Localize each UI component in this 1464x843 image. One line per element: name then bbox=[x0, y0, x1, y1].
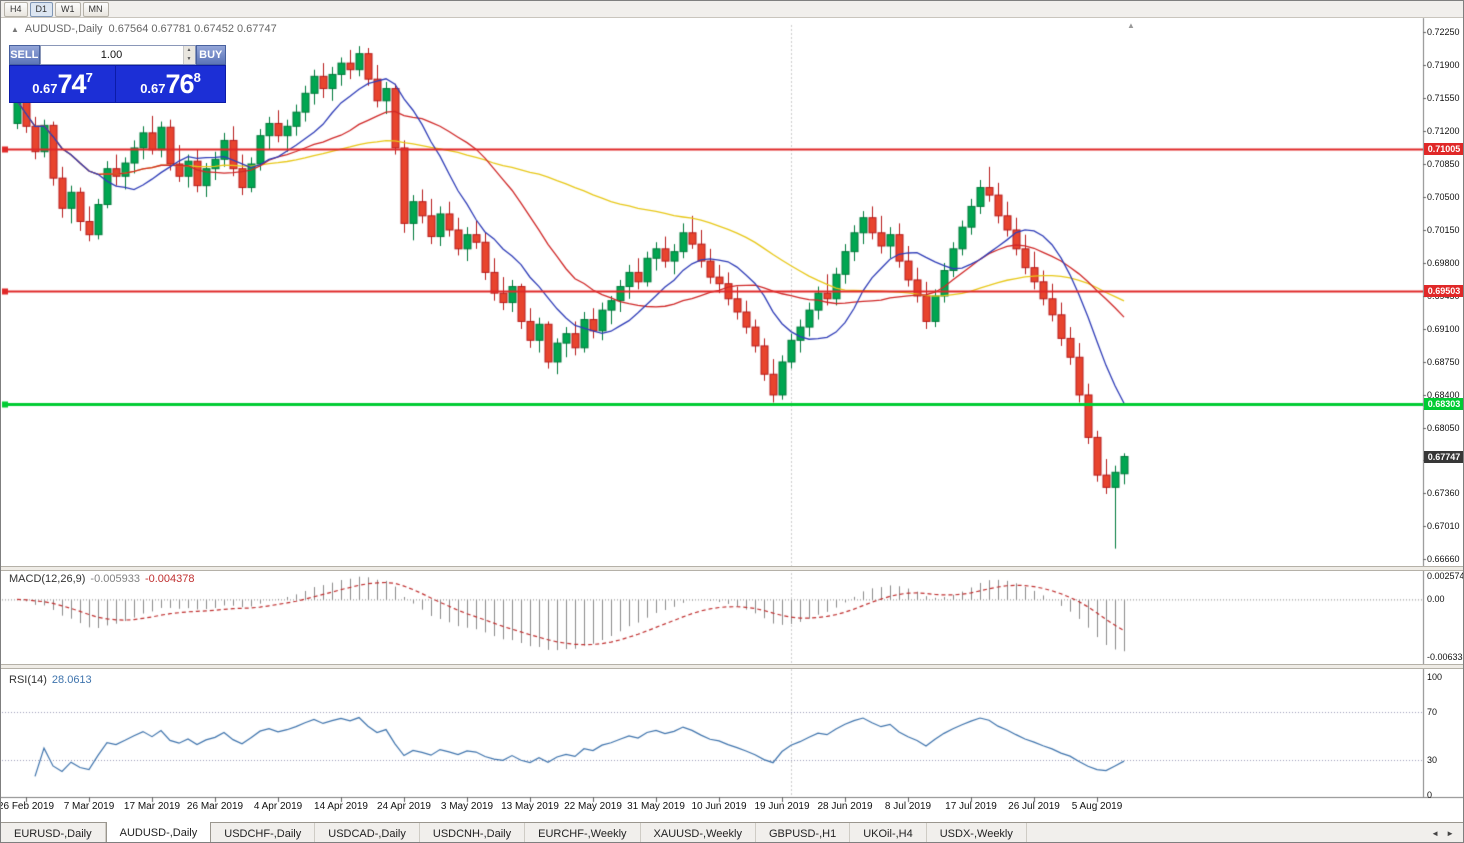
chart-tab-audusd-daily[interactable]: AUDUSD-,Daily bbox=[105, 822, 212, 842]
chart-tab-eurusd-daily[interactable]: EURUSD-,Daily bbox=[1, 823, 106, 842]
macd-signal-value: -0.004378 bbox=[144, 573, 195, 585]
macd-name: MACD(12,26,9) bbox=[9, 573, 86, 585]
volume-box: ▲ ▼ bbox=[39, 45, 196, 65]
macd-axis-tick: 0.002574 bbox=[1427, 571, 1464, 581]
timeframe-buttons: H4 D1 W1 MN bbox=[4, 1, 109, 17]
time-axis-label: 17 Jul 2019 bbox=[945, 801, 997, 812]
chart-tab-usdcad-daily[interactable]: USDCAD-,Daily bbox=[315, 823, 420, 842]
price-axis-tick: 0.68750 bbox=[1427, 356, 1460, 367]
timeframe-button-d1[interactable]: D1 bbox=[29, 1, 54, 17]
rsi-name: RSI(14) bbox=[9, 674, 47, 686]
timeframe-toolbar: H4 D1 W1 MN bbox=[1, 1, 1463, 18]
time-axis-label: 26 Mar 2019 bbox=[186, 801, 244, 812]
chart-tabs: EURUSD-,Daily AUDUSD-,Daily USDCHF-,Daily U… bbox=[1, 822, 1027, 842]
time-axis-label: 19 Jun 2019 bbox=[754, 801, 810, 812]
price-axis-tick: 0.68400 bbox=[1427, 389, 1460, 400]
sell-price-prefix: 0.67 bbox=[32, 81, 58, 96]
chart-symbol-period: AUDUSD-,Daily bbox=[24, 23, 103, 35]
time-axis-label: 4 Apr 2019 bbox=[253, 801, 303, 812]
price-axis-tick: 0.67360 bbox=[1427, 488, 1460, 498]
price-axis-tick: 0.71900 bbox=[1427, 59, 1460, 70]
price-axis-tick: 0.68050 bbox=[1427, 422, 1460, 433]
chart-tab-usdchf-daily[interactable]: USDCHF-,Daily bbox=[211, 823, 316, 842]
macd-axis-tick: 0.00 bbox=[1427, 594, 1445, 605]
macd-indicator-label: MACD(12,26,9) -0.005933 -0.004378 bbox=[9, 573, 195, 585]
time-axis-label: 10 Jun 2019 bbox=[691, 801, 747, 812]
volume-down-icon[interactable]: ▼ bbox=[183, 55, 195, 64]
macd-axis-tick: -0.006338 bbox=[1427, 652, 1464, 662]
price-axis-tick: 0.66660 bbox=[1427, 554, 1460, 564]
chart-icon: ▲ bbox=[11, 24, 19, 34]
timeframe-button-w1[interactable]: W1 bbox=[55, 1, 81, 17]
hline-price-tag: 0.68303 bbox=[1424, 398, 1463, 411]
chart-title: ▲ AUDUSD-,Daily 0.67564 0.67781 0.67452 … bbox=[11, 23, 277, 35]
rsi-axis-tick: 70 bbox=[1427, 707, 1438, 718]
rsi-axis-tick: 0 bbox=[1427, 790, 1433, 800]
price-axis-tick: 0.67010 bbox=[1427, 521, 1460, 531]
time-axis-label: 3 May 2019 bbox=[440, 801, 494, 812]
chart-tab-gbpusd-h1[interactable]: GBPUSD-,H1 bbox=[756, 823, 851, 842]
time-axis-label: 22 May 2019 bbox=[564, 801, 622, 812]
price-axis-tick: 0.69800 bbox=[1427, 257, 1460, 268]
chart-tab-xauusd-weekly[interactable]: XAUUSD-,Weekly bbox=[641, 823, 756, 842]
chart-tab-ukoil-h4[interactable]: UKOil-,H4 bbox=[850, 823, 927, 842]
sell-price-pip: 7 bbox=[85, 69, 93, 85]
buy-price-big: 76 bbox=[165, 68, 195, 99]
price-axis-tick: 0.70850 bbox=[1427, 158, 1460, 169]
panel-splitter-rsi[interactable] bbox=[1, 664, 1463, 669]
buy-price-prefix: 0.67 bbox=[140, 81, 166, 96]
trade-controls-row: SELL ▲ ▼ BUY bbox=[9, 45, 226, 65]
time-axis-label: 26 Jul 2019 bbox=[1008, 801, 1060, 812]
buy-price-display[interactable]: 0.67 76 8 bbox=[115, 65, 226, 103]
price-axis-tick: 0.70150 bbox=[1427, 224, 1460, 235]
price-axis-tick: 0.69100 bbox=[1427, 323, 1460, 334]
tab-scroll-arrows: ◄ ► bbox=[1422, 823, 1463, 842]
chart-ohlc-values: 0.67564 0.67781 0.67452 0.67747 bbox=[108, 23, 277, 35]
timeframe-button-h4[interactable]: H4 bbox=[4, 1, 28, 17]
time-axis-label: 26 Feb 2019 bbox=[0, 801, 55, 812]
time-axis-label: 8 Jul 2019 bbox=[884, 801, 932, 812]
rsi-axis-tick: 30 bbox=[1427, 754, 1438, 765]
volume-input[interactable] bbox=[40, 46, 183, 64]
tab-scroll-right-icon[interactable]: ► bbox=[1446, 829, 1454, 838]
chart-tab-usdx-weekly[interactable]: USDX-,Weekly bbox=[927, 823, 1027, 842]
panel-splitter-macd[interactable] bbox=[1, 566, 1463, 571]
price-axis-tick: 0.70500 bbox=[1427, 191, 1460, 202]
price-axis-tick: 0.72250 bbox=[1427, 27, 1460, 37]
volume-up-icon[interactable]: ▲ bbox=[183, 46, 195, 55]
time-axis-label: 5 Aug 2019 bbox=[1071, 801, 1123, 812]
chart-tabs-bar: EURUSD-,Daily AUDUSD-,Daily USDCHF-,Daily U… bbox=[1, 822, 1463, 842]
rsi-axis-tick: 100 bbox=[1427, 672, 1443, 682]
price-axis-tick: 0.71550 bbox=[1427, 92, 1460, 103]
chart-shift-marker: ▲ bbox=[1127, 21, 1135, 30]
time-axis-label: 14 Apr 2019 bbox=[314, 801, 368, 812]
hline-price-tag: 0.69503 bbox=[1424, 284, 1463, 297]
time-axis-label: 31 May 2019 bbox=[627, 801, 685, 812]
hline-price-tag: 0.71005 bbox=[1424, 143, 1463, 156]
macd-main-value: -0.005933 bbox=[90, 573, 140, 585]
time-axis-label: 28 Jun 2019 bbox=[817, 801, 873, 812]
sell-button[interactable]: SELL bbox=[9, 45, 40, 65]
price-axis-tick: 0.71200 bbox=[1427, 125, 1460, 136]
current-price-tag: 0.67747 bbox=[1424, 450, 1463, 463]
timeframe-button-mn[interactable]: MN bbox=[82, 1, 109, 17]
chart-tab-usdcnh-daily[interactable]: USDCNH-,Daily bbox=[420, 823, 526, 842]
buy-button[interactable]: BUY bbox=[195, 45, 226, 65]
sell-price-big: 74 bbox=[57, 68, 87, 99]
time-axis-label: 13 May 2019 bbox=[501, 801, 559, 812]
chart-tab-eurchf-weekly[interactable]: EURCHF-,Weekly bbox=[525, 823, 641, 842]
trade-prices-row: 0.67 74 7 0.67 76 8 bbox=[9, 65, 226, 103]
sell-price-display[interactable]: 0.67 74 7 bbox=[9, 65, 115, 103]
tab-scroll-left-icon[interactable]: ◄ bbox=[1431, 829, 1440, 838]
volume-spinner: ▲ ▼ bbox=[182, 46, 195, 64]
time-axis-label: 24 Apr 2019 bbox=[377, 801, 431, 812]
time-axis-label: 17 Mar 2019 bbox=[123, 801, 181, 812]
time-axis-label: 7 Mar 2019 bbox=[63, 801, 115, 812]
buy-price-pip: 8 bbox=[193, 69, 201, 85]
rsi-value: 28.0613 bbox=[51, 674, 92, 686]
rsi-indicator-label: RSI(14) 28.0613 bbox=[9, 674, 92, 686]
